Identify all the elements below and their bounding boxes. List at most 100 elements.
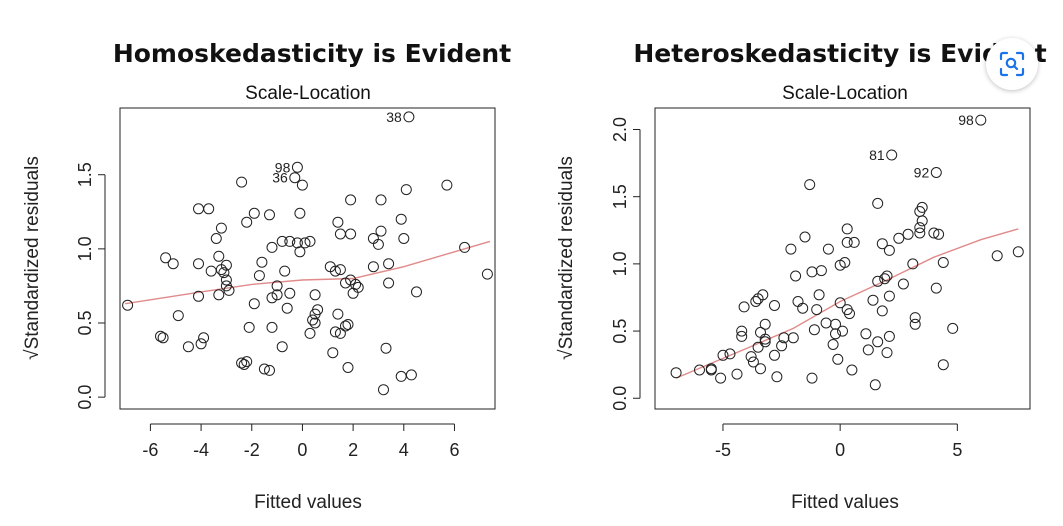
data-point: [215, 222, 227, 234]
data-point: [342, 362, 354, 373]
data-point: [334, 264, 346, 276]
data-point: [367, 261, 379, 273]
data-point: [266, 241, 278, 253]
left-y-axis-title: √Standardized residuals: [22, 156, 43, 360]
data-point: [264, 364, 275, 376]
data-point: [834, 297, 846, 309]
data-point: [210, 233, 222, 244]
data-point: [405, 369, 417, 381]
data-point: [705, 364, 717, 376]
data-point: [395, 370, 407, 382]
data-point: [752, 341, 764, 353]
x-tick-label: -4: [193, 440, 209, 460]
data-point: [276, 235, 288, 247]
data-point: [902, 228, 914, 240]
x-tick-label: 6: [449, 440, 459, 460]
x-tick-label: 4: [399, 440, 409, 460]
data-point: [172, 310, 184, 322]
x-tick-label: 5: [952, 440, 962, 460]
x-tick-label: 0: [297, 440, 307, 460]
data-point: [738, 301, 750, 313]
visual-search-button[interactable]: [986, 38, 1038, 90]
right-plot-title: Scale-Location: [782, 83, 908, 104]
data-point: [238, 359, 250, 370]
data-point: [755, 363, 766, 375]
data-point: [881, 270, 893, 282]
data-point: [769, 349, 780, 361]
data-point: [160, 252, 172, 264]
data-point: [736, 330, 748, 342]
data-point: [792, 296, 804, 307]
data-point: [897, 278, 909, 290]
data-point: [281, 302, 293, 314]
data-point: [860, 328, 872, 340]
data-point: [759, 336, 771, 348]
data-point: [299, 237, 311, 249]
data-point: [271, 289, 283, 301]
data-point: [876, 238, 888, 250]
data-point: [380, 342, 392, 354]
outlier-label: 98: [958, 112, 974, 128]
data-point: [195, 338, 207, 350]
data-point: [296, 179, 308, 191]
data-point: [167, 258, 179, 270]
data-point: [375, 194, 387, 206]
data-point: [808, 324, 820, 336]
outlier-label: 81: [869, 147, 885, 163]
data-point: [841, 223, 853, 235]
data-point: [155, 330, 166, 342]
data-point: [745, 351, 757, 363]
data-point: [193, 258, 204, 270]
data-point: [776, 340, 788, 352]
data-point: [334, 327, 346, 339]
data-point: [329, 265, 341, 277]
data-point: [329, 326, 341, 338]
data-point: [757, 289, 769, 301]
data-point: [398, 233, 410, 244]
data-point: [930, 282, 942, 294]
data-point: [811, 304, 823, 316]
right-trend-layer: [675, 228, 1019, 379]
data-point: [916, 215, 928, 227]
data-point: [822, 243, 834, 255]
data-point: [1012, 246, 1024, 258]
data-point: [271, 280, 283, 292]
data-point: [893, 232, 905, 244]
left-x-axis-title: Fitted values: [254, 492, 362, 513]
data-point: [928, 227, 940, 239]
data-point: [787, 332, 799, 344]
data-point: [309, 289, 321, 301]
data-point: [340, 320, 351, 332]
data-point: [991, 250, 1003, 262]
data-point: [332, 308, 344, 320]
data-point: [372, 238, 384, 250]
right-points-layer: 98 81 92: [670, 112, 1024, 391]
y-tick-label: 2.0: [610, 117, 630, 142]
data-point: [279, 265, 291, 277]
data-point: [848, 236, 860, 248]
data-point: [886, 149, 898, 161]
data-point: [785, 243, 797, 255]
data-point: [264, 209, 275, 221]
data-point: [806, 372, 818, 384]
x-tick-label: -6: [142, 440, 158, 460]
data-point: [790, 270, 802, 282]
data-point: [907, 258, 919, 270]
data-point: [872, 275, 884, 287]
data-point: [750, 296, 762, 307]
data-point: [248, 207, 260, 219]
data-point: [243, 321, 255, 333]
data-point: [914, 227, 926, 239]
data-point: [909, 312, 921, 324]
data-point: [872, 197, 884, 209]
data-point: [203, 203, 215, 215]
left-plot-box: [119, 107, 496, 410]
data-point: [731, 368, 743, 380]
data-point: [367, 233, 379, 244]
data-point: [395, 213, 407, 225]
left-ticks-layer: -6 -4 -2 0 2 4 6 0.0 0.5 1.0 1.5: [75, 162, 459, 460]
data-point: [342, 319, 354, 330]
data-point: [241, 356, 253, 368]
data-point: [832, 353, 844, 365]
